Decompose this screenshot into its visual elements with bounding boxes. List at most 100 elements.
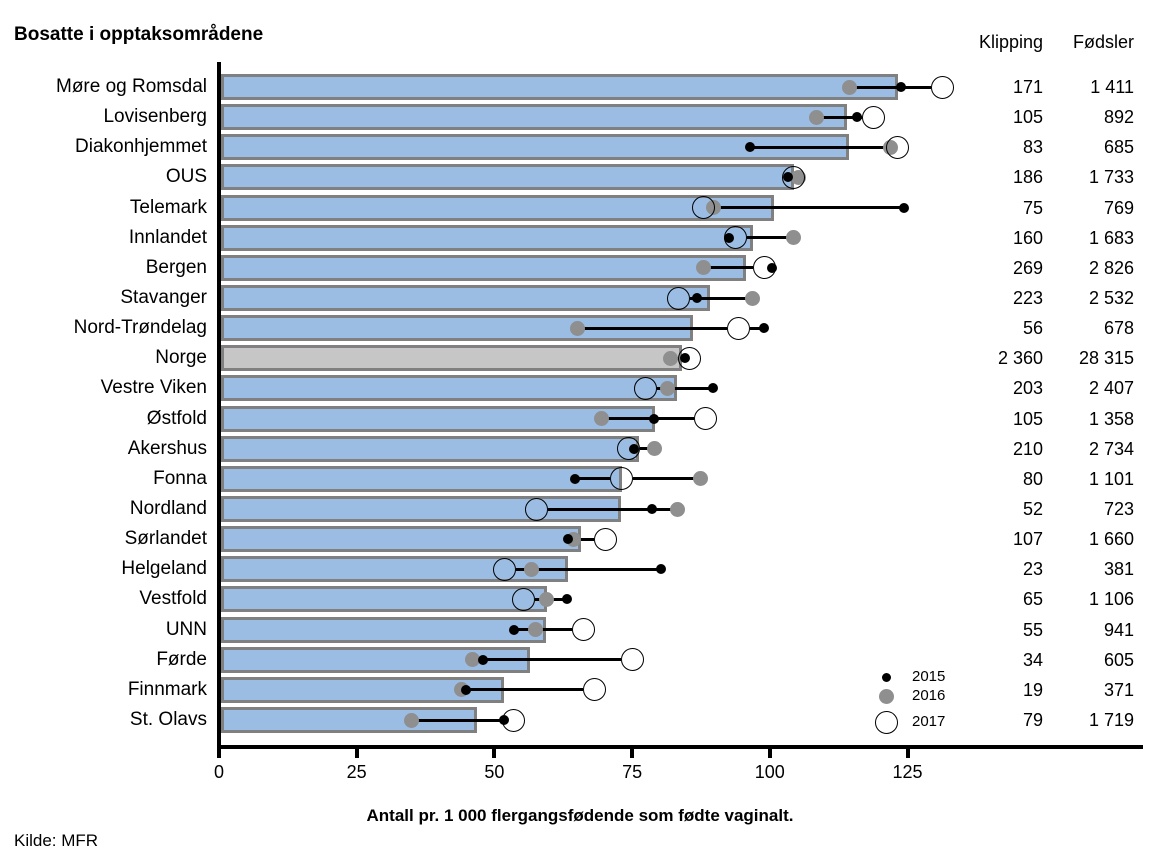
row-label: Vestfold — [139, 588, 207, 610]
marker-2015 — [570, 473, 581, 484]
connector-line — [548, 507, 678, 511]
marker-2016 — [745, 290, 761, 306]
page-title: Bosatte i opptaksområdene — [14, 24, 264, 45]
klipping-value: 210 — [1012, 438, 1043, 459]
marker-2016 — [569, 320, 585, 336]
marker-2015 — [561, 594, 572, 605]
connector-line — [515, 567, 661, 571]
marker-2015 — [851, 112, 862, 123]
x-axis-label: Antall pr. 1 000 flergangsfødende som fø… — [366, 806, 794, 825]
connector-line — [703, 266, 753, 270]
legend-marker-2016-icon — [878, 688, 894, 704]
fodsler-value: 2 407 — [1088, 378, 1134, 399]
legend-marker-2017-icon — [874, 710, 898, 734]
marker-2016 — [669, 501, 685, 517]
klipping-value: 55 — [1022, 619, 1043, 640]
column-header-klipping: Klipping — [978, 32, 1043, 52]
row-label: UNN — [165, 618, 207, 640]
x-tick-label: 125 — [892, 762, 923, 782]
bar — [221, 104, 848, 131]
marker-2017 — [582, 678, 606, 702]
klipping-value: 269 — [1012, 257, 1043, 278]
fodsler-value: 1 719 — [1088, 710, 1134, 730]
bar — [221, 224, 754, 251]
row-label: Norge — [155, 347, 207, 369]
marker-2017 — [492, 557, 516, 581]
connector-line — [747, 236, 794, 240]
marker-2016 — [841, 79, 857, 95]
fodsler-value: 1 106 — [1088, 589, 1134, 610]
marker-2016 — [404, 712, 420, 728]
legend-label: 2017 — [912, 713, 946, 730]
connector-line — [715, 206, 904, 210]
marker-2015 — [562, 534, 573, 545]
klipping-value: 65 — [1022, 589, 1043, 610]
fodsler-value: 371 — [1103, 679, 1134, 700]
legend-marker-2015-icon — [881, 672, 891, 682]
connector-line — [461, 688, 583, 692]
bar — [221, 616, 546, 643]
klipping-value: 105 — [1012, 107, 1043, 128]
fodsler-value: 892 — [1103, 107, 1134, 128]
fodsler-value: 769 — [1103, 197, 1134, 218]
klipping-value: 83 — [1022, 137, 1043, 158]
legend-label: 2015 — [912, 668, 946, 685]
fodsler-value: 381 — [1103, 559, 1134, 580]
bar — [221, 586, 547, 613]
klipping-value: 186 — [1012, 167, 1043, 188]
connector-line — [849, 85, 931, 89]
bar — [221, 526, 581, 553]
bar — [221, 435, 639, 462]
marker-2015 — [898, 202, 909, 213]
klipping-value: 34 — [1022, 649, 1043, 670]
marker-2017 — [610, 467, 634, 491]
fodsler-value: 1 101 — [1088, 468, 1134, 489]
row-label: Førde — [156, 648, 207, 670]
marker-2016 — [809, 109, 825, 125]
klipping-value: 52 — [1022, 499, 1043, 519]
marker-2017 — [781, 165, 805, 189]
marker-2017 — [593, 527, 617, 551]
x-tick — [630, 749, 635, 758]
klipping-value: 171 — [1012, 77, 1043, 97]
fodsler-value: 685 — [1103, 137, 1134, 158]
row-label: Nordland — [129, 498, 207, 519]
row-label: Fonna — [153, 467, 207, 489]
marker-2017 — [667, 286, 691, 310]
bar — [221, 194, 775, 221]
fodsler-value: 605 — [1103, 649, 1134, 670]
marker-2016 — [539, 591, 555, 607]
x-tick-label: 25 — [346, 762, 367, 782]
marker-2016 — [659, 380, 675, 396]
bar — [221, 74, 898, 100]
klipping-value: 160 — [1012, 227, 1043, 248]
marker-2017 — [692, 196, 716, 220]
marker-2017 — [727, 316, 751, 340]
fodsler-value: 2 734 — [1088, 438, 1134, 459]
marker-2015 — [477, 654, 488, 665]
fodsler-value: 1 683 — [1088, 227, 1134, 248]
klipping-value: 105 — [1012, 408, 1043, 429]
fodsler-value: 723 — [1103, 499, 1134, 519]
row-label: Innlandet — [128, 226, 207, 248]
marker-2017 — [694, 407, 718, 431]
row-label: Finnmark — [127, 678, 207, 700]
marker-2017 — [525, 497, 549, 521]
klipping-value: 56 — [1022, 318, 1043, 339]
row-label: Lovisenberg — [103, 106, 207, 128]
bar — [221, 285, 711, 311]
marker-2017 — [634, 376, 658, 400]
x-tick — [217, 749, 221, 758]
fodsler-value: 1 733 — [1088, 167, 1134, 188]
marker-2015 — [508, 624, 519, 635]
marker-2017 — [617, 437, 641, 461]
fodsler-value: 941 — [1103, 619, 1134, 640]
klipping-value: 203 — [1012, 378, 1043, 399]
marker-2017 — [677, 346, 701, 370]
row-label: St. Olavs — [129, 709, 207, 730]
bar — [221, 496, 622, 522]
connector-line — [577, 326, 728, 330]
fodsler-value: 1 660 — [1088, 529, 1134, 550]
row-label: Akershus — [127, 437, 207, 459]
